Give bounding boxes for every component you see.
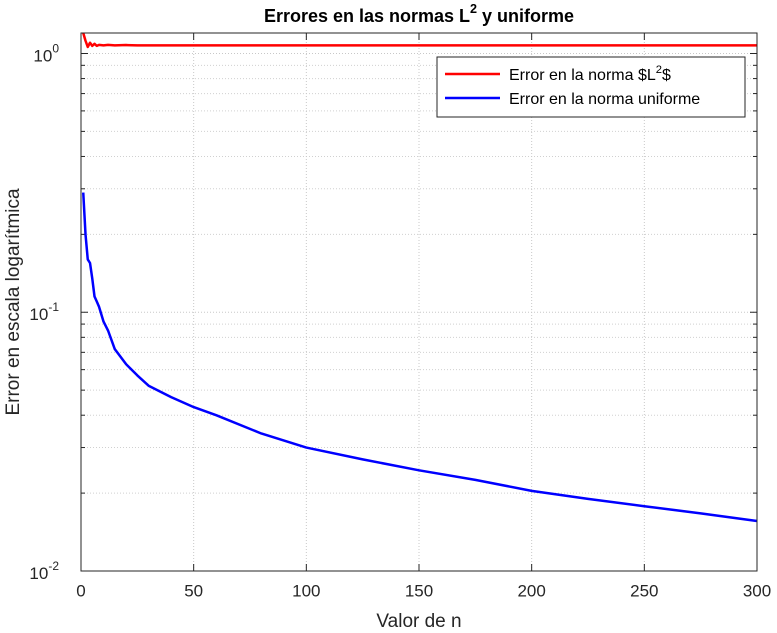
text-part: $ [662,67,671,84]
legend-label: Error en la norma uniforme [509,91,700,108]
legend-label: Error en la norma $L2$ [509,64,671,84]
y-tick-label: 10-1 [29,300,59,324]
x-tick-label: 200 [517,581,545,600]
y-axis-label: Error en escala logarítmica [3,188,24,415]
text-part: Error en la norma $L [509,67,656,84]
plot-area [81,33,757,571]
superscript: 2 [470,2,477,16]
x-tick-label: 100 [292,581,320,600]
axes-box [80,32,758,572]
legend: Error en la norma $L2$Error en la norma … [436,56,746,118]
y-tick-base: 10 [33,47,52,66]
y-tick-base: 10 [29,306,48,325]
lines [82,32,758,523]
legend-box [436,56,746,118]
y-tick-exponent: 0 [52,42,59,56]
x-tick-label: 150 [405,581,433,600]
x-tick-label: 300 [743,581,771,600]
y-tick-label: 100 [33,42,59,66]
y-tick-base: 10 [29,564,48,583]
y-tick-exponent: -1 [48,300,59,314]
grid [80,33,758,572]
superscript: 2 [656,64,662,76]
x-tick-label: 250 [630,581,658,600]
x-axis-label: Valor de n [376,611,461,632]
chart-title: Errores en las normas L2 y uniforme [264,2,574,25]
y-tick-label: 10-2 [29,559,59,583]
x-tick-label: 0 [76,581,85,600]
text-part: Errores en las normas L [264,6,470,26]
y-tick-exponent: -2 [48,559,59,573]
series-line [82,32,757,49]
series-line [82,192,758,523]
text-part: Error en la norma uniforme [509,91,700,108]
x-tick-label: 50 [184,581,203,600]
text-part: y uniforme [477,6,574,26]
